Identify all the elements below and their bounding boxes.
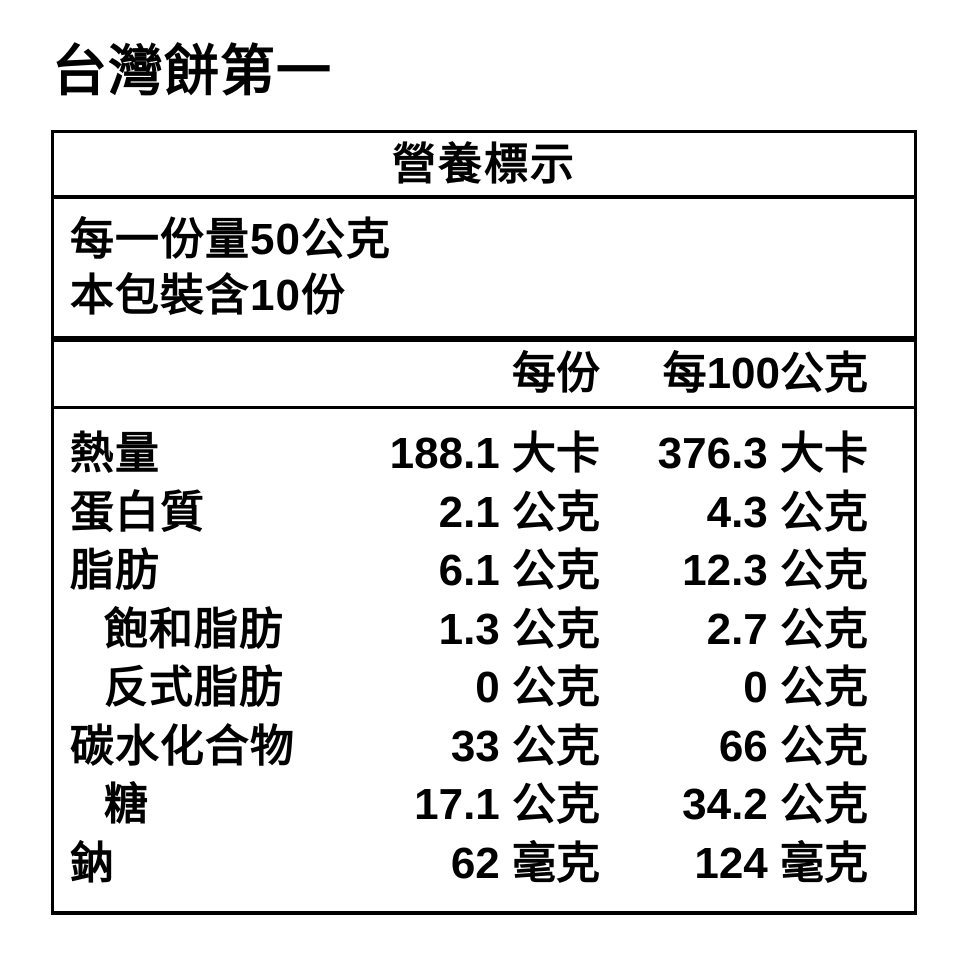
value-per-serving: 62 毫克 xyxy=(450,838,600,888)
value-per-serving: 188.1 大卡 xyxy=(389,429,600,478)
value-per-serving: 0 公克 xyxy=(475,663,600,712)
table-title: 營養標示 xyxy=(54,133,914,199)
table-row: 碳水化合物 33 公克 66 公克 xyxy=(70,718,868,777)
nutrient-name: 反式脂肪 xyxy=(104,663,284,712)
nutrition-facts-table: 營養標示 每一份量50公克 本包裝含10份 每份 每100公克 熱量 188.1… xyxy=(51,130,917,915)
value-per-serving: 1.3 公克 xyxy=(438,604,600,654)
value-per-100g: 66 公克 xyxy=(718,721,868,771)
page-title: 台灣餅第一 xyxy=(52,40,333,102)
value-per-100g: 0 公克 xyxy=(743,663,868,712)
value-per-serving: 6.1 公克 xyxy=(438,546,600,595)
value-per-serving: 17.1 公克 xyxy=(414,780,600,829)
serving-info-section: 每一份量50公克 本包裝含10份 xyxy=(54,199,914,342)
serving-size-line: 每一份量50公克 xyxy=(70,215,391,264)
col-header-per-serving: 每份 xyxy=(512,349,600,398)
column-header-spacer xyxy=(70,350,350,398)
nutrient-rows: 熱量 188.1 大卡 376.3 大卡 蛋白質 2.1 公克 4.3 公克 脂… xyxy=(54,409,914,911)
value-per-100g: 376.3 大卡 xyxy=(657,429,868,478)
nutrient-name: 碳水化合物 xyxy=(70,721,295,771)
value-per-serving: 2.1 公克 xyxy=(438,487,600,537)
table-row: 糖 17.1 公克 34.2 公克 xyxy=(70,776,868,835)
nutrient-name: 糖 xyxy=(104,780,149,829)
nutrient-name: 熱量 xyxy=(70,429,160,478)
servings-per-package-line: 本包裝含10份 xyxy=(70,271,346,320)
table-row: 反式脂肪 0 公克 0 公克 xyxy=(70,659,868,718)
nutrient-name: 鈉 xyxy=(70,838,115,888)
value-per-100g: 2.7 公克 xyxy=(706,604,868,654)
column-header-row: 每份 每100公克 xyxy=(54,342,914,409)
table-row: 熱量 188.1 大卡 376.3 大卡 xyxy=(70,425,868,484)
nutrient-name: 蛋白質 xyxy=(70,487,205,537)
col-header-per-100g: 每100公克 xyxy=(662,349,868,398)
table-row: 鈉 62 毫克 124 毫克 xyxy=(70,835,868,894)
value-per-100g: 34.2 公克 xyxy=(682,780,868,829)
table-row: 蛋白質 2.1 公克 4.3 公克 xyxy=(70,484,868,543)
value-per-100g: 12.3 公克 xyxy=(682,546,868,595)
value-per-serving: 33 公克 xyxy=(450,721,600,771)
nutrient-name: 脂肪 xyxy=(70,546,160,595)
nutrient-name: 飽和脂肪 xyxy=(104,604,284,654)
value-per-100g: 124 毫克 xyxy=(694,838,868,888)
value-per-100g: 4.3 公克 xyxy=(706,487,868,537)
table-row: 脂肪 6.1 公克 12.3 公克 xyxy=(70,542,868,601)
table-row: 飽和脂肪 1.3 公克 2.7 公克 xyxy=(70,601,868,660)
